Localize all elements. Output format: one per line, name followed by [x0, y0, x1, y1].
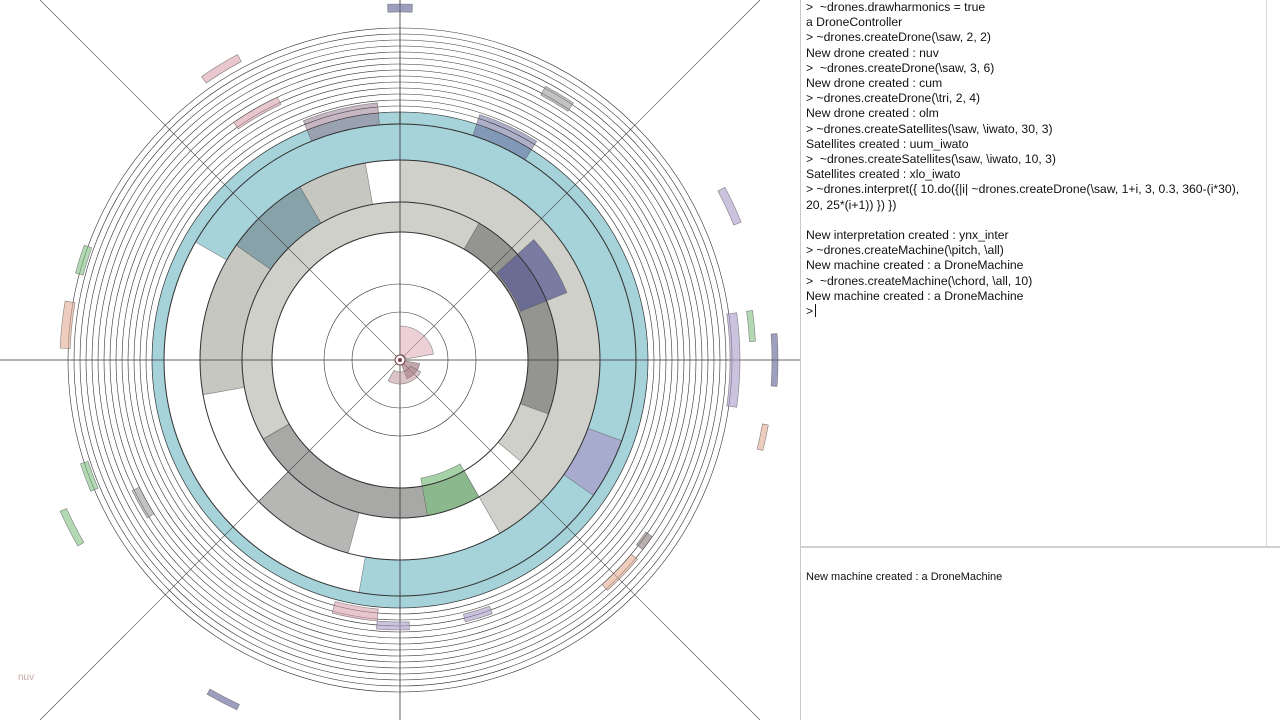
satellite-fragment: [540, 85, 574, 112]
console-line: > ~drones.interpret({ 10.do({|i| ~drones…: [806, 182, 1240, 197]
satellite-fragment: [376, 620, 410, 631]
harmonic-rings-canvas[interactable]: [0, 0, 800, 720]
console-line: > ~drones.createDrone(\saw, 2, 2): [806, 30, 991, 45]
satellite-fragment: [770, 333, 779, 387]
console-line: New drone created : cum: [806, 76, 943, 91]
console-lines[interactable]: > ~drones.drawharmonics = true a DroneCon…: [806, 0, 1277, 319]
satellite-fragment: [59, 300, 76, 349]
console-line: > ~drones.createDrone(\saw, 3, 6): [806, 60, 995, 75]
console-line: New drone created : olm: [806, 106, 939, 121]
console-line: > ~drones.createSatellites(\saw, \iwato,…: [806, 121, 1053, 136]
console-line: Satellites created : xlo_iwato: [806, 167, 961, 182]
editor-scrollbar[interactable]: [1264, 0, 1267, 546]
console-line: >: [806, 304, 1277, 319]
satellite-fragment: [726, 312, 741, 408]
console-line: New machine created : a DroneMachine: [806, 258, 1024, 273]
post-window[interactable]: New machine created : a DroneMachine: [800, 548, 1280, 720]
console-line: a DroneController: [806, 15, 903, 30]
satellite-fragment: [746, 310, 756, 342]
green-arc: [420, 463, 480, 516]
console-line: > ~drones.createMachine(\chord, \all, 10…: [806, 273, 1033, 288]
navy-arc: [496, 239, 568, 312]
console-line: New interpretation created : ynx_inter: [806, 228, 1009, 243]
satellite-fragment: [201, 54, 242, 84]
post-window-line: New machine created : a DroneMachine: [806, 571, 1003, 583]
satellite-fragment: [206, 688, 240, 711]
console-line: New drone created : nuv: [806, 45, 939, 60]
console-line: [806, 213, 1277, 228]
console-line: > ~drones.drawharmonics = true: [806, 0, 986, 14]
console-line: > ~drones.createSatellites(\saw, \iwato,…: [806, 152, 1056, 167]
satellite-fragment: [233, 96, 282, 130]
centre-dot: [398, 358, 402, 362]
pane-divider[interactable]: [800, 546, 1280, 548]
console-line: > ~drones.createMachine(\pitch, \all): [806, 243, 1004, 258]
centre-fragment: [399, 325, 434, 360]
satellite-fragment: [331, 601, 379, 622]
satellite-fragment: [131, 486, 155, 519]
satellite-fragment: [601, 553, 638, 591]
text-cursor: [815, 304, 817, 318]
drone-visualization[interactable]: nuv: [0, 0, 800, 720]
satellite-fragment: [756, 423, 769, 451]
console-line: Satellites created : uum_iwato: [806, 136, 969, 151]
satellite-fragment: [80, 460, 99, 492]
console-line: New machine created : a DroneMachine: [806, 288, 1024, 303]
satellite-fragment: [59, 508, 85, 547]
satellite-fragment: [635, 531, 653, 551]
code-editor[interactable]: > ~drones.drawharmonics = true a DroneCon…: [800, 0, 1280, 546]
drone-name-label: nuv: [18, 672, 35, 683]
satellite-fragment: [717, 186, 742, 226]
centre-fragment: [387, 365, 422, 385]
satellite-fragment: [463, 605, 493, 623]
console-line: > ~drones.createDrone(\tri, 2, 4): [806, 91, 981, 106]
satellite-fragment: [387, 3, 413, 13]
satellite-fragment: [75, 244, 93, 276]
console-line: 20, 25*(i+1)) }) }): [806, 197, 897, 212]
